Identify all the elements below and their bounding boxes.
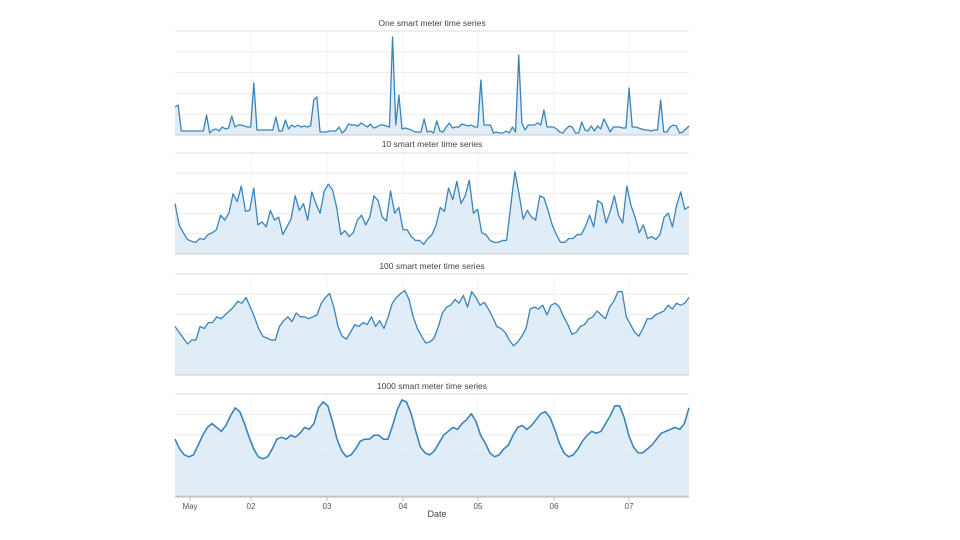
x-tick-label: 07 (625, 502, 634, 511)
series-area (175, 171, 689, 254)
panel-2: 10 smart meter time series (174, 139, 690, 255)
x-tick-label: 05 (474, 502, 483, 511)
series-line (174, 36, 690, 134)
x-tick-label: 03 (323, 502, 332, 511)
panel-title: One smart meter time series (378, 18, 485, 28)
panel-title: 1000 smart meter time series (377, 381, 487, 391)
series-area (175, 290, 689, 375)
panel-1: One smart meter time series (174, 18, 690, 136)
x-tick-label: 02 (247, 502, 256, 511)
panel-title: 10 smart meter time series (382, 139, 483, 149)
x-tick-label: 06 (550, 502, 559, 511)
series-line (174, 399, 690, 460)
series-area (175, 399, 689, 496)
panel-3: 100 smart meter time series (174, 261, 690, 376)
x-tick-label: 04 (399, 502, 408, 511)
x-axis-label: Date (427, 509, 446, 519)
x-tick-label: May (182, 502, 197, 511)
panel-4: 1000 smart meter time series (174, 381, 690, 497)
panel-title: 100 smart meter time series (379, 261, 484, 271)
series-line (174, 289, 690, 347)
series-line (174, 170, 690, 245)
